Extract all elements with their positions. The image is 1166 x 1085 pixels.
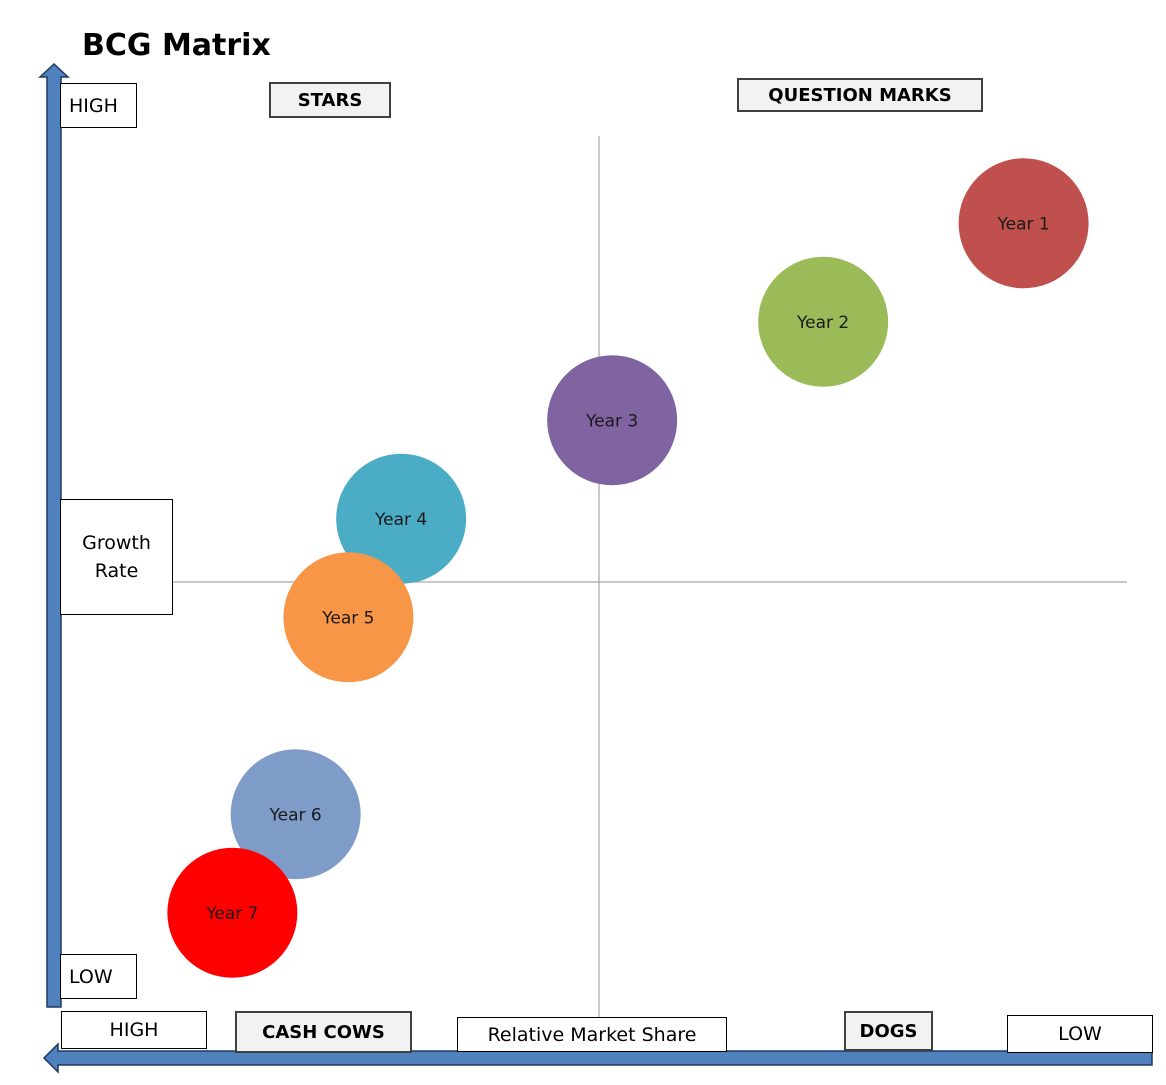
bubble-circle <box>336 453 467 584</box>
bubble-year-2: Year 2 <box>758 256 889 387</box>
bubble-label: Year 2 <box>796 313 849 333</box>
bubble-year-1: Year 1 <box>958 158 1089 289</box>
bubble-circle <box>958 158 1089 289</box>
y-axis-high-label: HIGH <box>60 83 137 128</box>
bubble-label: Year 6 <box>269 805 322 825</box>
bubbles-layer: Year 1 Year 2 Year 3 Year 4 Year 5 Year 6 Year… <box>167 158 1089 978</box>
y-axis-title-line2: Rate <box>94 560 139 582</box>
y-axis-title-line1: Growth <box>82 532 151 554</box>
bubble-year-4: Year 4 <box>336 453 467 584</box>
bubble-label: Year 1 <box>996 214 1049 234</box>
bubble-label: Year 4 <box>374 510 427 530</box>
quadrant-dogs-label: DOGS <box>844 1011 933 1051</box>
bubble-circle <box>547 355 678 486</box>
quadrant-stars-label: STARS <box>269 82 391 118</box>
bubble-circle <box>283 552 414 683</box>
bubble-year-5: Year 5 <box>283 552 414 683</box>
bubble-year-3: Year 3 <box>547 355 678 486</box>
quadrant-cash-cows-label: CASH COWS <box>235 1011 412 1053</box>
bubble-label: Year 5 <box>321 608 374 628</box>
quadrant-question-marks-label: QUESTION MARKS <box>737 78 983 112</box>
bubble-year-7: Year 7 <box>167 847 298 978</box>
bubble-label: Year 7 <box>205 904 258 924</box>
y-axis-low-label: LOW <box>60 954 137 999</box>
x-axis-title: Relative Market Share <box>457 1017 727 1052</box>
bubble-label: Year 3 <box>585 411 638 431</box>
y-axis-title: Growth Rate <box>60 499 173 615</box>
chart-title: BCG Matrix <box>82 28 271 63</box>
bubble-circle <box>758 256 889 387</box>
bubble-circle <box>167 847 298 978</box>
y-axis-arrow <box>38 62 70 1008</box>
x-axis-high-label: HIGH <box>61 1011 207 1049</box>
bubble-circle <box>230 749 361 880</box>
bubble-year-6: Year 6 <box>230 749 361 880</box>
x-axis-low-label: LOW <box>1007 1015 1153 1053</box>
